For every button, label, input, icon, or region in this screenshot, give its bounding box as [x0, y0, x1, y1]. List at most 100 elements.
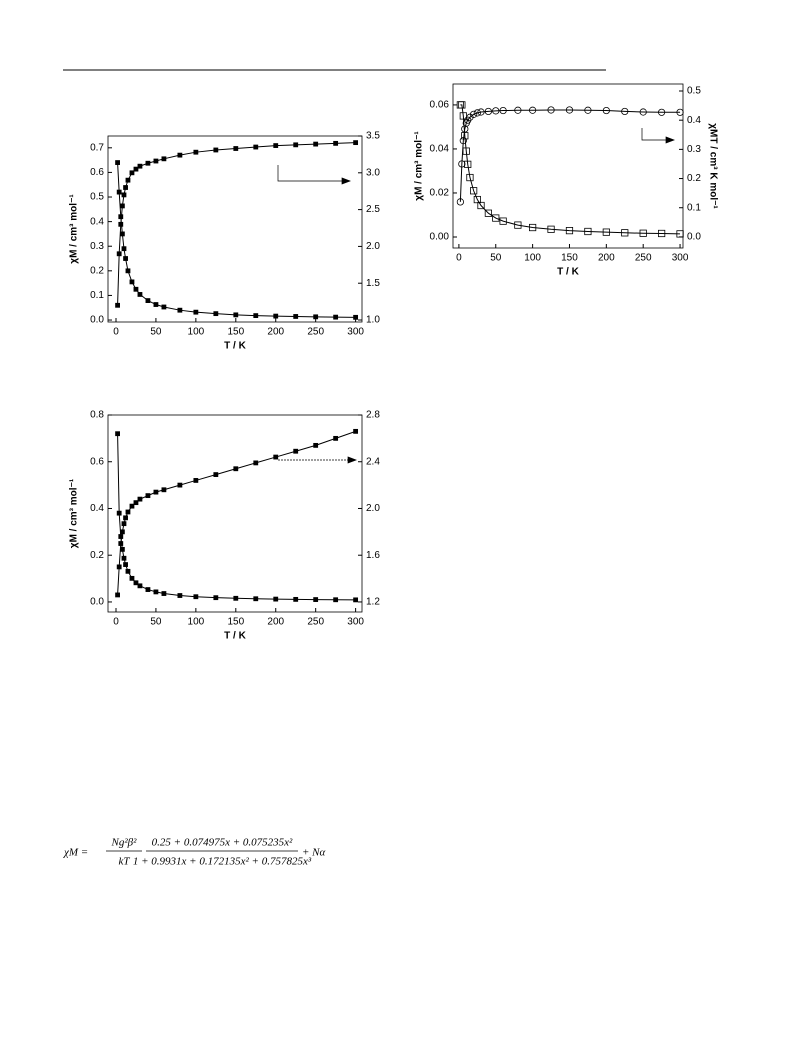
data-point — [470, 187, 478, 195]
data-point — [473, 195, 481, 204]
data-point — [313, 442, 319, 448]
data-point — [492, 214, 500, 222]
data-point — [293, 448, 299, 454]
x-tick-label: 200 — [267, 327, 284, 338]
arrow-head — [341, 177, 351, 185]
x-tick-label: 100 — [524, 253, 541, 264]
x-tick-label: 0 — [456, 253, 462, 264]
y-axis-label: χM / cm³ mol⁻¹ — [414, 131, 425, 201]
data-point — [133, 286, 139, 292]
y-tick-label: 0.00 — [430, 232, 450, 243]
data-point — [466, 173, 474, 182]
y2-tick-label: 2.0 — [366, 503, 380, 514]
data-point — [477, 201, 485, 210]
x-tick-label: 250 — [307, 327, 324, 338]
data-point — [116, 510, 122, 516]
data-point — [145, 298, 151, 303]
plot-frame — [452, 83, 684, 249]
y2-tick-label: 0.3 — [687, 144, 701, 155]
data-point — [118, 221, 124, 227]
x-tick-label: 150 — [561, 253, 578, 264]
data-point — [253, 313, 259, 319]
series-line — [460, 104, 681, 235]
eq-lhs: χM = — [63, 847, 88, 859]
data-point — [137, 292, 143, 297]
data-point — [137, 163, 143, 169]
x-tick-label: 100 — [188, 327, 205, 338]
data-point — [458, 160, 466, 168]
arrow — [277, 165, 346, 182]
data-point — [193, 309, 199, 315]
data-point — [333, 140, 339, 146]
data-point — [133, 166, 139, 172]
data-point — [153, 302, 159, 307]
data-point — [584, 227, 592, 236]
data-point — [125, 268, 131, 274]
x-axis-label: T / K — [224, 631, 246, 642]
arrow-annotation — [277, 128, 675, 464]
data-point — [133, 580, 139, 586]
data-point — [119, 529, 125, 535]
arrow-head — [665, 136, 675, 144]
data-point — [193, 594, 199, 600]
y-axis-label: χM / cm³ mol⁻¹ — [69, 478, 80, 548]
y2-tick-label: 2.0 — [366, 241, 380, 252]
data-point — [253, 144, 259, 150]
y-tick-label: 0.5 — [90, 192, 104, 203]
x-tick-label: 300 — [347, 617, 364, 628]
series-line — [117, 430, 356, 595]
data-point — [177, 307, 183, 313]
y2-tick-label: 0.1 — [687, 202, 701, 213]
y-tick-label: 0.2 — [90, 550, 104, 561]
data-point — [153, 489, 159, 495]
x-tick-label: 250 — [307, 617, 324, 628]
y2-tick-label: 1.6 — [366, 550, 380, 561]
eq-den: 1 + 0.9931x + 0.172135x² + 0.757825x³ — [133, 856, 312, 868]
data-point — [118, 214, 124, 220]
data-point — [129, 170, 135, 176]
data-point — [459, 112, 467, 120]
y2-axis-label: χMT / cm³ K mol⁻¹ — [707, 123, 718, 209]
data-point — [161, 156, 167, 162]
data-point — [253, 460, 259, 466]
y-tick-label: 0.02 — [430, 188, 450, 199]
data-point — [333, 597, 339, 603]
y2-tick-label: 1.2 — [366, 597, 380, 608]
data-point — [459, 137, 467, 145]
data-point — [213, 147, 219, 153]
x-tick-label: 100 — [188, 617, 205, 628]
x-tick-label: 200 — [267, 617, 284, 628]
data-point — [676, 108, 684, 116]
data-point — [353, 597, 359, 603]
data-point — [273, 313, 279, 319]
data-point — [477, 108, 485, 116]
y-tick-label: 0.1 — [90, 290, 104, 301]
data-point — [313, 597, 319, 602]
data-point — [293, 314, 299, 319]
y2-tick-label: 0.2 — [687, 173, 701, 184]
data-point — [121, 192, 127, 198]
data-point — [116, 251, 122, 257]
data-point — [333, 314, 339, 320]
data-point — [161, 304, 167, 310]
y-tick-label: 0.6 — [90, 456, 104, 467]
data-point — [293, 142, 299, 148]
data-point — [121, 521, 127, 527]
x-tick-label: 50 — [150, 327, 162, 338]
eq-prefactor-num: Ng²β² — [111, 837, 138, 849]
data-point — [565, 227, 574, 235]
y2-tick-label: 1.0 — [366, 315, 380, 326]
y-tick-label: 0.0 — [90, 597, 104, 608]
data-point — [273, 596, 279, 602]
x-tick-label: 150 — [227, 327, 244, 338]
data-point — [253, 596, 259, 602]
arrow — [641, 128, 670, 141]
data-point — [529, 223, 537, 232]
data-point — [484, 209, 492, 217]
data-point — [121, 246, 127, 252]
data-point — [161, 487, 167, 493]
y-tick-label: 0.2 — [90, 265, 104, 276]
data-point — [293, 596, 299, 602]
data-point — [639, 108, 647, 116]
data-point — [464, 160, 472, 168]
